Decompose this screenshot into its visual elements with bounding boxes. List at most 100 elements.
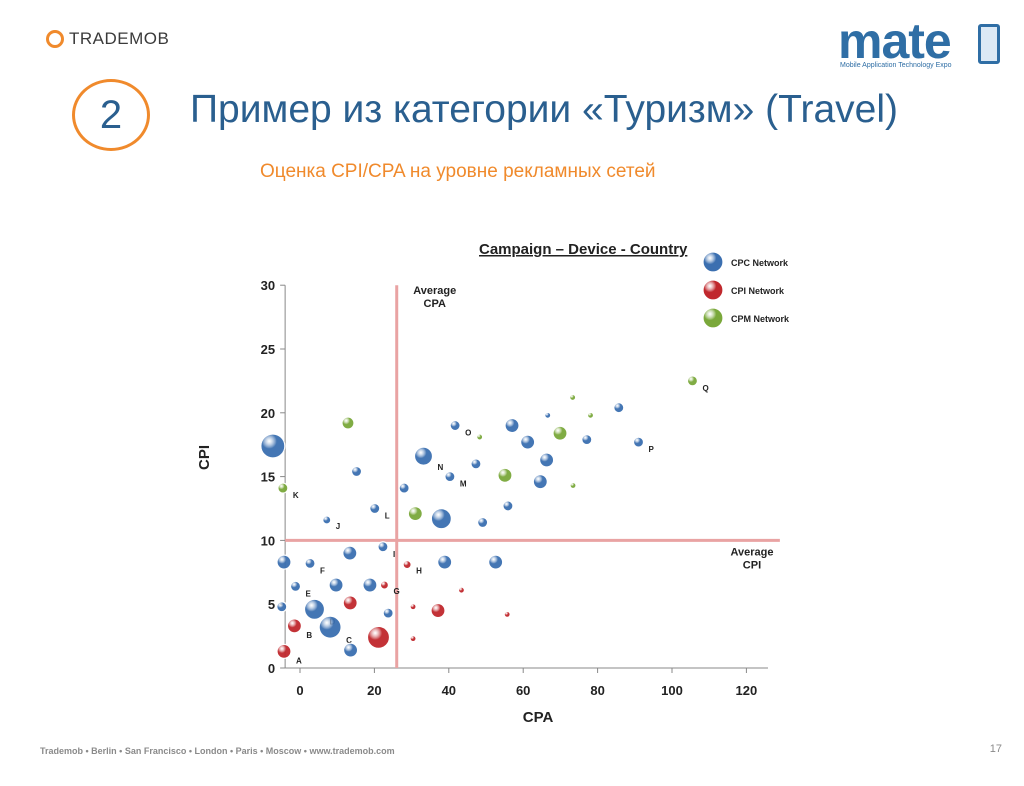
data-point bbox=[377, 541, 389, 553]
data-point bbox=[504, 417, 520, 434]
footer-text: Trademob • Berlin • San Francisco • Lond… bbox=[40, 746, 395, 756]
mate-logo-subtitle: Mobile Application Technology Expo bbox=[840, 62, 952, 69]
point-label: M bbox=[460, 480, 467, 489]
point-label: Q bbox=[702, 384, 708, 393]
slide-number-badge: 2 bbox=[72, 79, 150, 151]
y-tick-label: 30 bbox=[261, 278, 275, 293]
data-point bbox=[276, 643, 292, 660]
data-point bbox=[477, 516, 489, 529]
data-point bbox=[430, 602, 446, 619]
chart-title: Campaign – Device - Country bbox=[479, 241, 688, 258]
data-point bbox=[407, 506, 423, 522]
data-point bbox=[497, 467, 513, 483]
x-tick-label: 0 bbox=[296, 683, 303, 698]
point-label: L bbox=[385, 512, 390, 521]
phone-icon bbox=[978, 24, 1000, 64]
data-point bbox=[581, 433, 593, 446]
point-label: N bbox=[438, 463, 444, 472]
data-point bbox=[379, 580, 390, 590]
data-point bbox=[362, 577, 378, 593]
data-point bbox=[322, 515, 332, 525]
page-number: 17 bbox=[989, 743, 1002, 755]
point-label: J bbox=[336, 522, 340, 531]
y-tick-label: 5 bbox=[268, 597, 275, 612]
point-label: I bbox=[393, 550, 395, 559]
data-point bbox=[328, 577, 344, 593]
point-label: H bbox=[416, 567, 422, 576]
mate-logo: mate Mobile Application Technology Expo bbox=[838, 13, 1002, 72]
trademob-logo: TRADEMOB bbox=[46, 29, 169, 49]
legend-marker bbox=[702, 279, 724, 301]
data-point bbox=[539, 452, 555, 468]
data-point bbox=[402, 560, 412, 570]
data-point bbox=[488, 554, 504, 570]
point-label: F bbox=[320, 566, 325, 575]
trademob-logo-text: TRADEMOB bbox=[69, 29, 170, 48]
point-label: O bbox=[465, 429, 471, 438]
data-point bbox=[569, 481, 577, 490]
point-label: C bbox=[346, 636, 352, 645]
data-point bbox=[686, 375, 699, 387]
x-tick-label: 120 bbox=[736, 683, 758, 698]
data-point bbox=[430, 508, 452, 530]
x-tick-label: 80 bbox=[590, 683, 604, 698]
data-point bbox=[532, 474, 548, 490]
data-point bbox=[286, 618, 303, 634]
x-tick-label: 100 bbox=[661, 683, 683, 698]
data-point bbox=[289, 580, 302, 592]
point-label: G bbox=[393, 587, 399, 596]
data-point bbox=[613, 402, 625, 414]
data-point bbox=[342, 642, 359, 658]
data-point bbox=[503, 610, 511, 619]
y-axis-label: CPI bbox=[196, 445, 213, 470]
legend-marker bbox=[702, 307, 724, 329]
data-point bbox=[277, 482, 289, 494]
data-point bbox=[350, 465, 363, 478]
point-label: E bbox=[306, 589, 312, 598]
data-point bbox=[366, 625, 391, 649]
average-cpi-label: CPI bbox=[743, 559, 761, 571]
data-point bbox=[632, 436, 645, 448]
x-tick-label: 20 bbox=[367, 683, 381, 698]
y-tick-label: 20 bbox=[261, 406, 275, 421]
point-label: B bbox=[306, 631, 312, 640]
legend-label: CPI Network bbox=[731, 286, 785, 296]
data-point bbox=[476, 433, 484, 441]
data-point bbox=[382, 607, 394, 619]
data-point bbox=[444, 471, 456, 483]
data-point bbox=[303, 598, 326, 620]
data-point bbox=[569, 393, 577, 402]
x-tick-label: 40 bbox=[442, 683, 456, 698]
data-point bbox=[449, 419, 461, 432]
point-label: K bbox=[293, 491, 299, 500]
data-point bbox=[552, 425, 568, 441]
x-axis-label: CPA bbox=[523, 709, 554, 726]
data-point bbox=[586, 411, 595, 419]
data-point bbox=[544, 411, 552, 419]
data-point bbox=[437, 554, 453, 570]
data-point bbox=[457, 586, 466, 594]
data-point bbox=[276, 601, 288, 613]
data-point bbox=[342, 545, 358, 561]
legend-label: CPM Network bbox=[731, 314, 790, 324]
data-point bbox=[409, 603, 417, 611]
data-point bbox=[318, 615, 342, 639]
y-tick-label: 25 bbox=[261, 342, 275, 357]
average-cpa-label: Average bbox=[413, 285, 456, 297]
data-point bbox=[398, 482, 410, 494]
logo-ring-icon bbox=[46, 30, 64, 48]
data-point bbox=[342, 595, 358, 611]
point-label: A bbox=[296, 656, 302, 665]
slide-subtitle: Оценка CPI/CPA на уровне рекламных сетей bbox=[260, 161, 656, 182]
data-point bbox=[520, 434, 536, 450]
data-point bbox=[260, 433, 286, 459]
point-label: P bbox=[649, 445, 655, 454]
data-point bbox=[341, 416, 355, 430]
data-point bbox=[369, 502, 381, 515]
y-tick-label: 0 bbox=[268, 661, 275, 676]
average-cpi-label: Average bbox=[730, 546, 773, 558]
y-tick-label: 10 bbox=[261, 533, 275, 548]
data-point bbox=[413, 446, 434, 466]
legend-label: CPC Network bbox=[731, 258, 789, 268]
